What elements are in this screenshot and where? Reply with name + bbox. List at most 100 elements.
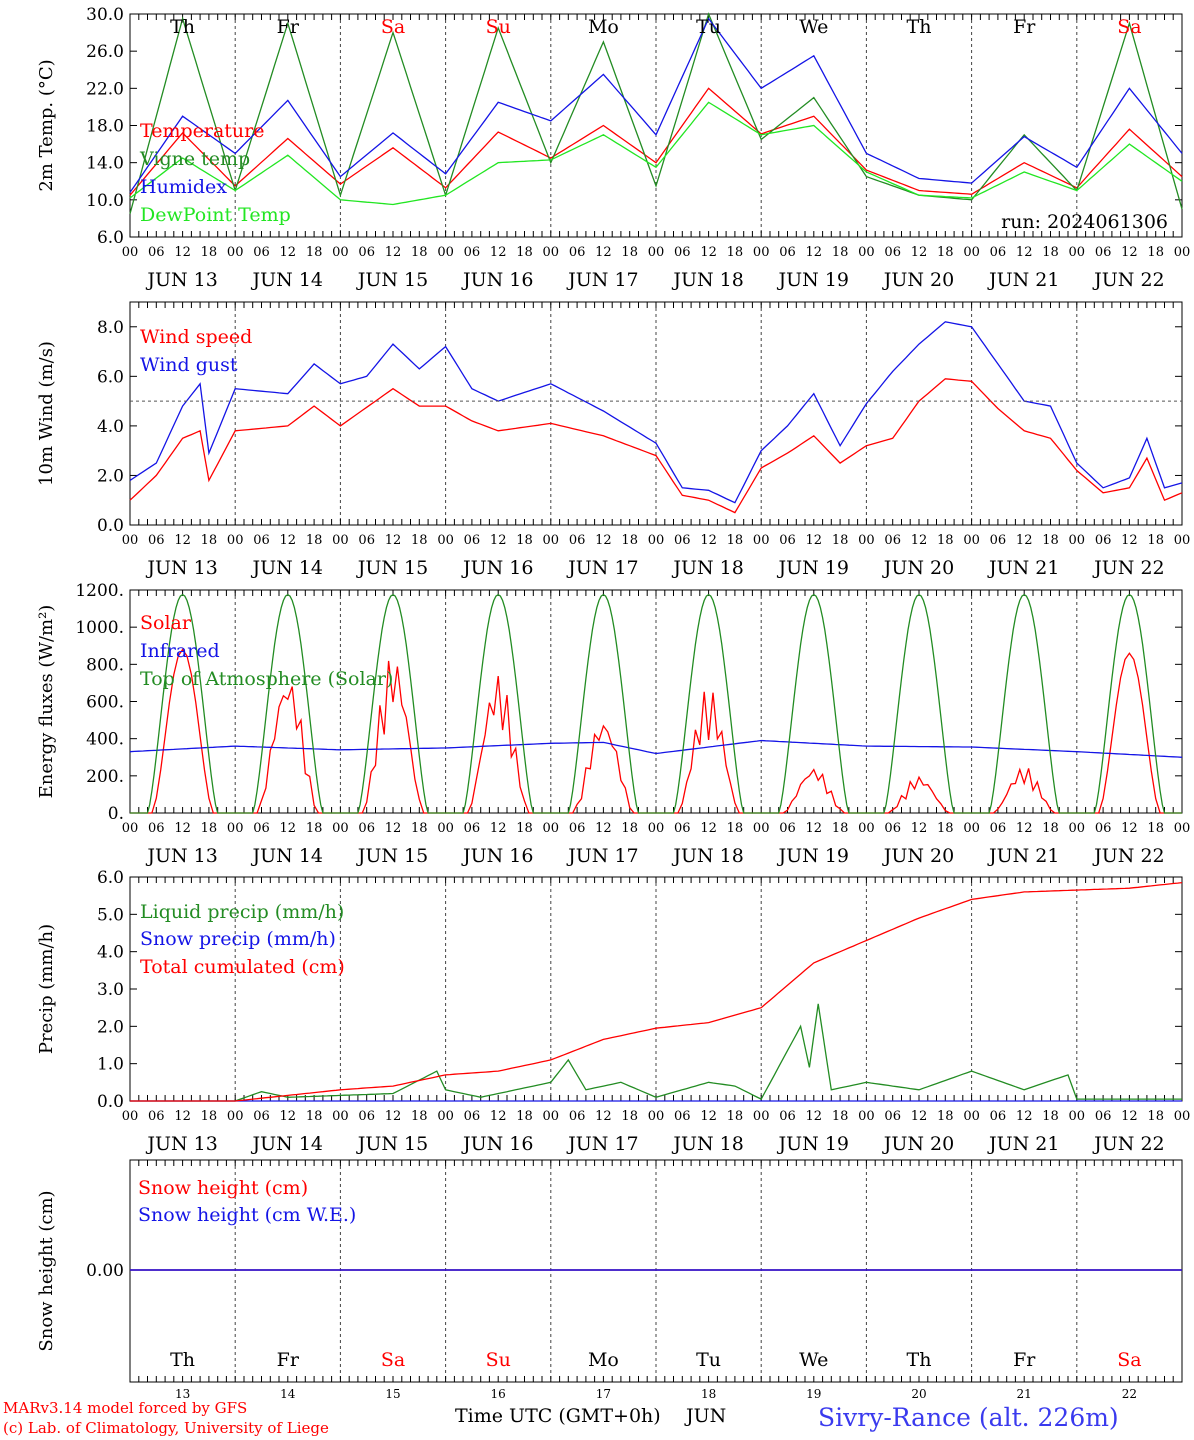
temp-hour-label: 06: [148, 245, 165, 260]
precip-hour-label: 00: [1069, 1109, 1086, 1124]
bottom-day-number: 18: [701, 1387, 716, 1400]
energy-date-label: JUN 13: [145, 845, 217, 867]
precip-hour-label: 00: [332, 1109, 349, 1124]
top-day-label: Fr: [277, 16, 300, 38]
station-name: Sivry-Rance (alt. 226m): [818, 1403, 1119, 1432]
wind-date-label: JUN 19: [777, 557, 849, 579]
precip-hour-label: 12: [700, 1109, 717, 1124]
energy-date-label: JUN 16: [461, 845, 533, 867]
energy-hour-label: 18: [727, 821, 744, 836]
precip-hour-label: 18: [1042, 1109, 1059, 1124]
energy-hour-label: 00: [332, 821, 349, 836]
temp-legend-1: Vigne temp: [139, 148, 250, 170]
energy-hour-label: 18: [937, 821, 954, 836]
top-day-label: Th: [907, 16, 932, 38]
precip-hour-label: 18: [306, 1109, 323, 1124]
temp-date-label: JUN 16: [461, 269, 533, 291]
temp-date-label: JUN 15: [356, 269, 428, 291]
precip-hour-label: 00: [543, 1109, 560, 1124]
wind-hour-label: 00: [332, 533, 349, 548]
temp-hour-label: 00: [858, 245, 875, 260]
precip-ytick-label: 3.0: [97, 980, 124, 1000]
wind-hour-label: 12: [806, 533, 823, 548]
bottom-day-label: Mo: [588, 1349, 619, 1371]
temp-hour-label: 12: [280, 245, 297, 260]
bottom-day-number: 15: [385, 1387, 400, 1400]
temp-series-2: [129, 17, 1183, 193]
bottom-day-label: We: [799, 1349, 828, 1371]
energy-hour-label: 12: [806, 821, 823, 836]
precip-hour-label: 12: [490, 1109, 507, 1124]
energy-date-label: JUN 15: [356, 845, 428, 867]
temp-date-label: JUN 18: [671, 269, 743, 291]
temp-hour-label: 00: [227, 245, 244, 260]
precip-hour-label: 18: [411, 1109, 428, 1124]
wind-hour-label: 06: [674, 533, 691, 548]
wind-hour-label: 18: [201, 533, 218, 548]
snow-minor-ticks: [129, 1160, 1183, 1382]
precip-date-label: JUN 16: [461, 1133, 533, 1155]
temp-hour-label: 00: [122, 245, 139, 260]
temp-legend-0: Temperature: [140, 120, 264, 142]
precip-hour-label: 06: [674, 1109, 691, 1124]
wind-hour-label: 12: [911, 533, 928, 548]
wind-hour-label: 12: [280, 533, 297, 548]
top-day-label: Fr: [1013, 16, 1036, 38]
energy-ytick-label: 800.: [86, 655, 124, 675]
wind-hour-label: 00: [753, 533, 770, 548]
energy-legend-2: Top of Atmosphere (Solar): [140, 668, 393, 690]
precip-hour-label: 12: [385, 1109, 402, 1124]
precip-hour-label: 12: [595, 1109, 612, 1124]
top-day-label: We: [799, 16, 828, 38]
energy-hour-label: 00: [122, 821, 139, 836]
wind-frame: [129, 301, 1183, 526]
bottom-day-label: Fr: [277, 1349, 300, 1371]
top-day-label: Su: [486, 16, 511, 38]
temp-minor-ticks: [129, 14, 1183, 237]
precip-hour-label: 12: [1121, 1109, 1138, 1124]
energy-hour-label: 12: [174, 821, 191, 836]
wind-hour-label: 18: [832, 533, 849, 548]
bottom-day-number: 14: [280, 1387, 296, 1400]
temp-hour-label: 12: [806, 245, 823, 260]
wind-ytick-label: 0.0: [97, 516, 124, 536]
wind-hour-label: 06: [148, 533, 165, 548]
energy-legend-0: Solar: [140, 612, 192, 634]
wind-hour-label: 12: [385, 533, 402, 548]
wind-legend-0: Wind speed: [140, 326, 252, 348]
precip-hour-label: 12: [806, 1109, 823, 1124]
energy-hour-label: 06: [464, 821, 481, 836]
bottom-day-number: 13: [175, 1387, 190, 1400]
precip-hour-label: 12: [1016, 1109, 1033, 1124]
precip-hour-label: 00: [437, 1109, 454, 1124]
precip-hour-label: 00: [227, 1109, 244, 1124]
wind-hour-label: 12: [174, 533, 191, 548]
energy-hour-label: 00: [648, 821, 665, 836]
temp-date-label: JUN 17: [566, 269, 638, 291]
snow-ylabel: Snow height (cm): [36, 1190, 57, 1351]
bottom-day-number: 16: [491, 1387, 506, 1400]
wind-hour-label: 00: [1174, 533, 1191, 548]
wind-hour-label: 06: [569, 533, 586, 548]
bottom-day-number: 19: [806, 1387, 821, 1400]
energy-hour-label: 06: [1095, 821, 1112, 836]
energy-hour-label: 06: [990, 821, 1007, 836]
wind-ytick-label: 8.0: [97, 318, 124, 338]
precip-hour-label: 06: [358, 1109, 375, 1124]
temp-series-1: [129, 12, 1183, 214]
energy-date-label: JUN 14: [251, 845, 323, 867]
energy-date-label: JUN 20: [882, 845, 954, 867]
precip-hour-label: 06: [990, 1109, 1007, 1124]
snow-ytick-label: 0.00: [86, 1261, 124, 1281]
wind-hour-label: 06: [464, 533, 481, 548]
precip-hour-label: 06: [1095, 1109, 1112, 1124]
energy-ytick-label: 600.: [86, 693, 124, 713]
bottom-day-label: Tu: [696, 1349, 721, 1371]
precip-hour-label: 18: [832, 1109, 849, 1124]
energy-hour-label: 12: [490, 821, 507, 836]
energy-hour-label: 00: [543, 821, 560, 836]
wind-hour-label: 06: [1095, 533, 1112, 548]
temp-date-label: JUN 19: [777, 269, 849, 291]
energy-hour-label: 18: [832, 821, 849, 836]
